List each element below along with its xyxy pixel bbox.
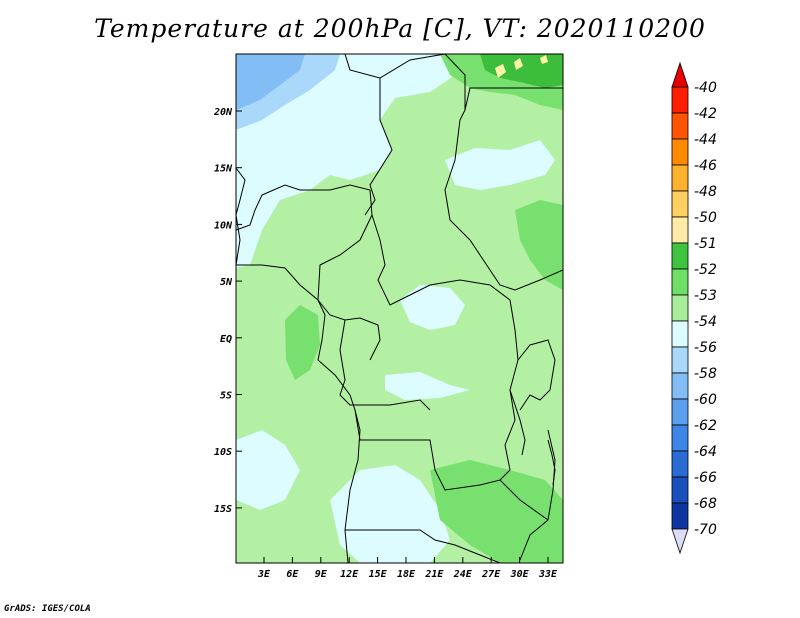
field-neg54-south <box>330 465 450 563</box>
lat-label: 5N <box>220 277 233 288</box>
legend-swatch <box>671 294 689 322</box>
legend-swatch <box>671 424 689 452</box>
lat-label: 15N <box>214 164 233 175</box>
legend-swatch <box>671 242 689 270</box>
legend-label: -46 <box>694 158 717 174</box>
legend-top-arrow <box>671 61 689 88</box>
field-neg50-c <box>540 55 548 64</box>
grads-credit: GrADS: IGES/COLA <box>4 604 91 614</box>
lat-label: 15S <box>214 504 232 515</box>
legend-swatch <box>671 216 689 244</box>
border-cameroon <box>317 299 381 361</box>
legend-swatch <box>671 164 689 192</box>
field-neg54-southwest <box>236 430 300 510</box>
legend-label: -56 <box>694 340 717 356</box>
legend-label: -53 <box>694 288 717 304</box>
lon-label: 9E <box>315 569 328 580</box>
color-legend: -40 -42 -44 -46 -48 -50 -51 -52 -53 -54 -56 -58 -60 -… <box>671 61 717 555</box>
legend-swatch <box>671 112 689 140</box>
legend-swatch <box>671 502 689 530</box>
field-neg50-b <box>514 58 523 70</box>
field-neg54-northeast <box>445 140 555 190</box>
field-neg54-band <box>385 372 470 400</box>
lon-label: 27E <box>481 569 501 580</box>
legend-label: -62 <box>694 418 717 434</box>
field-neg52-gabon <box>285 305 320 380</box>
lat-label: 10S <box>214 447 232 458</box>
field-neg52-southeast <box>430 460 563 563</box>
border-west-misc <box>236 194 263 231</box>
legend-label: -64 <box>694 444 717 460</box>
field-neg54-north <box>236 54 470 268</box>
lon-label: 33E <box>538 569 558 580</box>
legend-swatch <box>671 320 689 348</box>
legend-swatch <box>671 268 689 296</box>
border-angola-zambia <box>354 409 549 521</box>
legend-swatch <box>671 138 689 166</box>
field-neg58 <box>236 54 305 110</box>
legend-swatch <box>671 86 689 114</box>
border-sudan-car <box>449 219 563 291</box>
latitude-axis: 20N 15N 10N 5N EQ 5S 10S 15S <box>213 107 242 515</box>
legend-swatch <box>671 190 689 218</box>
country-borders <box>236 54 563 563</box>
map-title: Temperature at 200hPa [C], VT: 202011020… <box>94 14 706 43</box>
lat-label: 20N <box>213 107 233 118</box>
lon-label: 3E <box>257 569 271 580</box>
legend-label: -60 <box>694 392 717 408</box>
border-angola-namibia <box>345 529 501 563</box>
legend-label: -66 <box>694 470 717 486</box>
legend-label: -48 <box>694 184 717 200</box>
legend-swatch <box>671 346 689 374</box>
legend-swatch <box>671 476 689 504</box>
border-lakes <box>517 339 556 411</box>
border-chad-car <box>371 214 511 306</box>
field-neg50-a <box>495 64 506 78</box>
legend-label: -68 <box>694 496 717 512</box>
lon-label: 21E <box>424 569 444 580</box>
border-sudan <box>464 87 563 111</box>
lon-label: 30E <box>510 569 530 580</box>
lat-label: 5S <box>220 391 232 402</box>
border-mozambique <box>519 429 556 561</box>
legend-label: -51 <box>694 236 717 252</box>
legend-label: -50 <box>694 210 717 226</box>
legend-swatch <box>671 450 689 478</box>
legend-label: -52 <box>694 262 717 278</box>
lon-label: 15E <box>369 569 388 580</box>
lon-label: 6E <box>286 569 299 580</box>
field-neg54-central <box>400 285 465 330</box>
longitude-axis: 3E 6E 9E 12E 15E 18E 21E 24E 27E 30E 33E <box>257 557 558 580</box>
border-mali-niger <box>300 54 393 216</box>
lake-malawi <box>547 439 556 486</box>
legend-label: -42 <box>694 106 717 122</box>
lat-label: EQ <box>220 334 232 345</box>
legend-label: -40 <box>694 80 717 96</box>
border-nigeria <box>261 184 373 301</box>
lake-tanganyika <box>509 389 526 456</box>
legend-label: -70 <box>694 522 717 538</box>
lat-label: 10N <box>214 220 233 231</box>
legend-swatch <box>671 398 689 426</box>
legend-label: -44 <box>694 132 717 148</box>
legend-bottom-arrow <box>671 528 689 555</box>
lon-label: 24E <box>453 569 473 580</box>
map-frame <box>235 53 564 564</box>
lon-label: 18E <box>397 569 416 580</box>
lon-label: 12E <box>340 569 359 580</box>
field-neg52-east <box>515 200 563 290</box>
border-congo <box>339 319 431 411</box>
border-drc-east <box>499 299 519 481</box>
coastline-west <box>236 167 361 563</box>
legend-label: -54 <box>694 314 717 330</box>
legend-label: -58 <box>694 366 717 382</box>
map-plot-area <box>236 54 563 563</box>
legend-swatch <box>671 372 689 400</box>
